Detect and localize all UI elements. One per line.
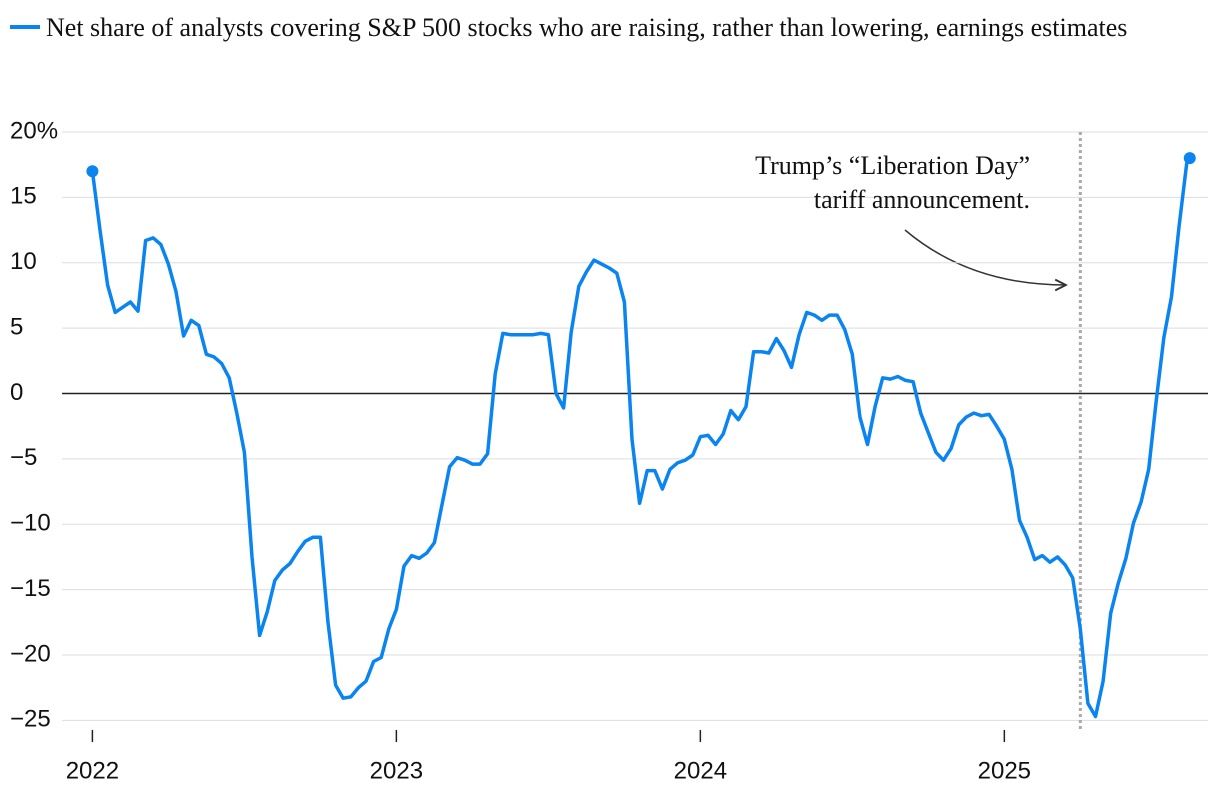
end-point — [86, 165, 99, 178]
annotation-text: Trump’s “Liberation Day” — [755, 151, 1030, 180]
end-point — [1183, 152, 1196, 165]
y-tick-label: 0 — [10, 379, 23, 406]
y-tick-label: −10 — [10, 510, 51, 537]
data-line — [90, 157, 1192, 719]
x-tick-label: 2022 — [66, 757, 119, 784]
y-tick-label: −15 — [10, 575, 51, 602]
y-tick-label: 5 — [10, 313, 23, 340]
legend-swatch — [10, 25, 40, 30]
x-tick-label: 2025 — [978, 757, 1031, 784]
x-tick-label: 2024 — [674, 757, 727, 784]
y-tick-label: −25 — [10, 706, 51, 733]
y-tick-label: 15 — [10, 183, 37, 210]
annotation-text: tariff announcement. — [814, 185, 1030, 214]
y-tick-label: −5 — [10, 444, 37, 471]
y-tick-label: 20% — [10, 117, 58, 144]
x-tick-label: 2023 — [370, 757, 423, 784]
y-tick-label: −20 — [10, 640, 51, 667]
legend: Net share of analysts covering S&P 500 s… — [10, 8, 1200, 48]
legend-label: Net share of analysts covering S&P 500 s… — [46, 13, 1128, 42]
y-tick-label: 10 — [10, 248, 37, 275]
annotation-arrow — [904, 229, 1066, 285]
